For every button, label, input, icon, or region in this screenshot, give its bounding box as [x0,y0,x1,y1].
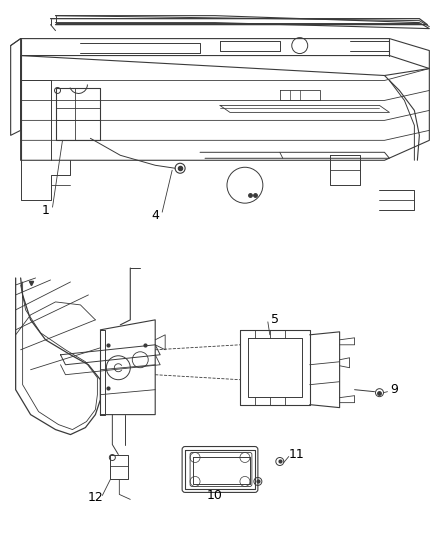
Text: 5: 5 [271,313,279,326]
Text: 11: 11 [289,448,304,461]
Text: 4: 4 [151,208,159,222]
Text: 9: 9 [391,383,399,396]
Text: 10: 10 [207,489,223,502]
Text: 12: 12 [88,491,103,504]
Text: 1: 1 [42,204,49,216]
